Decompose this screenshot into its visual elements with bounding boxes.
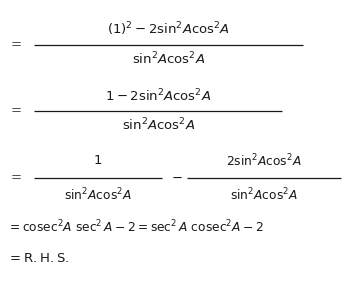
Text: =: = xyxy=(10,38,21,51)
Text: $\sin^2\! A \cos^2\! A$: $\sin^2\! A \cos^2\! A$ xyxy=(122,117,195,134)
Text: $(1)^2 - 2\sin^2\! A \cos^2\! A$: $(1)^2 - 2\sin^2\! A \cos^2\! A$ xyxy=(107,21,230,38)
Text: $\sin^2\! A \cos^2\! A$: $\sin^2\! A \cos^2\! A$ xyxy=(132,51,205,67)
Text: $\sin^2\! A \cos^2\! A$: $\sin^2\! A \cos^2\! A$ xyxy=(64,186,132,203)
Text: =: = xyxy=(10,104,21,117)
Text: $1$: $1$ xyxy=(94,154,103,167)
Text: $= \mathrm{R.H.S.}$: $= \mathrm{R.H.S.}$ xyxy=(7,252,69,265)
Text: =: = xyxy=(10,171,21,184)
Text: $-$: $-$ xyxy=(171,171,183,184)
Text: $= \mathrm{cosec}^2 A\ \sec^2 A - 2 = \sec^2 A\ \mathrm{cosec}^2 A - 2$: $= \mathrm{cosec}^2 A\ \sec^2 A - 2 = \s… xyxy=(7,219,264,235)
Text: $1 - 2\sin^2\! A \cos^2\! A$: $1 - 2\sin^2\! A \cos^2\! A$ xyxy=(105,88,212,104)
Text: $2\sin^2\! A \cos^2\! A$: $2\sin^2\! A \cos^2\! A$ xyxy=(226,153,302,169)
Text: $\sin^2\! A \cos^2\! A$: $\sin^2\! A \cos^2\! A$ xyxy=(230,186,298,203)
